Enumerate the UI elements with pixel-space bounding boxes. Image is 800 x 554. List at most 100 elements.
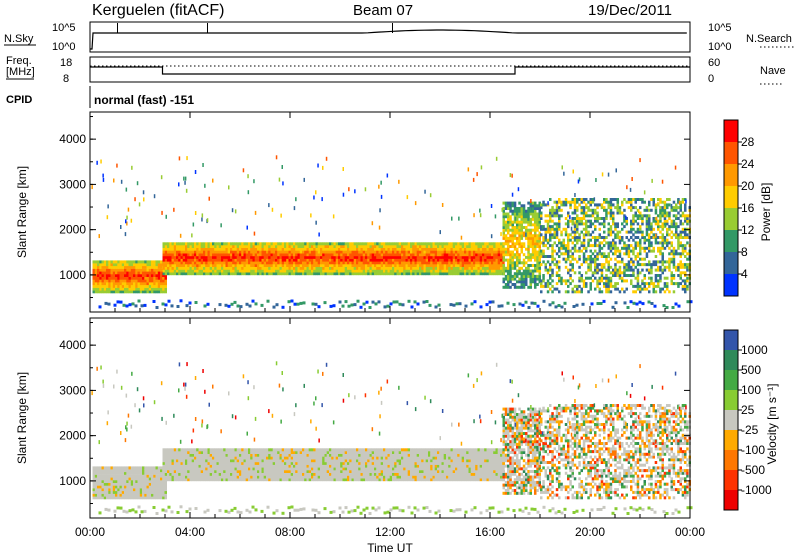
power-cell [157,268,161,272]
power-cell [287,300,291,304]
power-cell [600,217,604,220]
velocity-cell [121,493,125,497]
velocity-cell [173,461,177,465]
power-cell [497,266,501,270]
velocity-cell [182,472,186,476]
power-cell [288,272,291,276]
power-cell [106,282,109,286]
power-cell [573,257,577,261]
power-cell [486,258,489,262]
power-cell [416,264,420,267]
power-cell [659,236,662,239]
power-cell [295,250,298,254]
power-cell [650,263,653,267]
power-cell [194,264,197,267]
power-cell [491,300,495,304]
power-cell [585,230,588,234]
power-cell [263,269,267,273]
power-cell [598,236,601,239]
power-cell [250,255,253,259]
power-cell [290,266,294,270]
power-cell [507,280,510,284]
power-cell [124,260,127,264]
power-cell [99,282,102,286]
velocity-cell [155,474,158,478]
power-cell [520,223,523,227]
power-cell [416,272,420,276]
power-cell [493,261,496,265]
power-cell [603,206,606,210]
power-cell [459,264,462,267]
power-cell [434,272,438,276]
power-cell [567,200,570,204]
power-cell [513,242,517,246]
velocity-cell [146,490,149,494]
power-cell [416,266,420,270]
power-cell [677,206,680,210]
power-cell [378,261,381,265]
power-cell [677,265,680,269]
power-cell [290,299,294,303]
power-cell [585,219,588,223]
power-cell [509,234,512,238]
power-cell [657,236,660,239]
power-cell [641,279,644,283]
velocity-cell [162,464,165,468]
power-cell [482,255,485,259]
power-cell [133,290,136,294]
power-cell [423,266,426,270]
power-cell [176,272,179,276]
power-cell [607,241,610,245]
power-cell [542,203,545,207]
power-cell [209,245,213,248]
power-cell [389,258,393,262]
velocity-cell [157,477,161,481]
power-cell [538,207,541,210]
power-cell [290,261,294,265]
power-cell [313,250,316,254]
velocity-cell [157,496,161,500]
power-cell [661,252,664,256]
power-cell [670,274,673,277]
power-cell [270,242,273,246]
power-cell [666,219,669,223]
power-cell [686,265,689,269]
velocity-cell [182,448,186,452]
power-cell [504,207,508,210]
power-cell [643,263,646,267]
power-cell [241,242,244,246]
power-cell [450,253,453,257]
power-cell [527,212,530,216]
power-cell [162,250,165,254]
power-cell [443,269,447,273]
power-cell [308,266,312,270]
velocity-cell [205,453,208,457]
power-cell [387,253,390,257]
power-cell [536,236,539,240]
power-cell [675,203,678,207]
power-cell [603,225,606,229]
power-cell [263,266,267,270]
power-cell [598,249,601,253]
power-cell [551,214,554,218]
power-cell [173,207,175,212]
power-cell [167,245,170,248]
power-cell [423,255,426,259]
power-cell [151,287,154,291]
power-cell [378,255,381,259]
power-cell [206,218,209,223]
power-cell [571,200,574,204]
power-cell [178,247,181,251]
velocity-cell [171,453,174,457]
power-cell [654,211,658,215]
power-cell [564,230,568,234]
velocity-cell [112,488,116,492]
power-cell [529,212,532,216]
power-cell [455,258,458,262]
power-cell [299,247,303,251]
power-cell [511,173,513,178]
power-cell [106,271,109,275]
power-cell [326,266,330,270]
power-cell [600,276,604,280]
